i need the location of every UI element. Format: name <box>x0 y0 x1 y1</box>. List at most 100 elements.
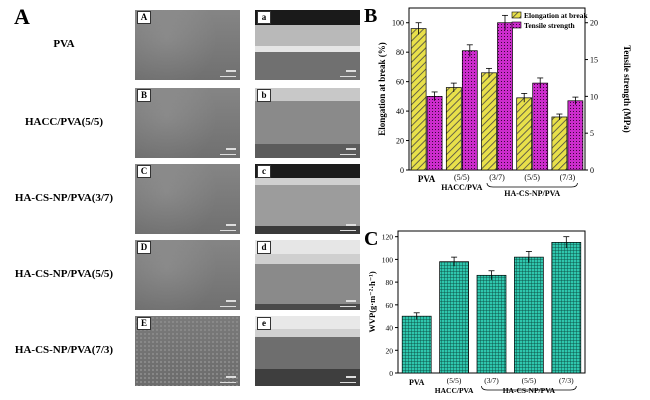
y-tick-label: 0 <box>389 369 393 378</box>
scale-bar <box>340 70 356 77</box>
group-label-hacc: HACC/PVA <box>441 183 482 192</box>
cross-section-layer <box>255 240 360 254</box>
left-tick-label: 0 <box>400 166 404 175</box>
bar-tensile <box>532 82 549 171</box>
bar-wvp <box>551 242 582 374</box>
right-tick-label: 10 <box>590 92 598 101</box>
scale-bar <box>220 148 236 155</box>
cross-section-sem-image: b <box>255 88 360 158</box>
panel-c-chart: C 0 20 40 60 80 100 120 WVP(g·m⁻²·h⁻¹) PVA (5/5) (3… <box>364 228 586 395</box>
cross-section-layer <box>255 254 360 264</box>
left-tick-label: 60 <box>396 78 404 87</box>
left-tick-label: 100 <box>392 19 404 28</box>
cross-section-layer <box>255 144 360 158</box>
bar-elongation <box>516 97 533 171</box>
legend-swatch-tensile <box>511 21 522 29</box>
category-label: PVA <box>409 378 425 387</box>
bar-wvp <box>401 315 432 374</box>
legend-label-tensile: Tensile strength <box>524 21 575 30</box>
y-tick-label: 120 <box>382 233 394 242</box>
cross-section-image-tag: a <box>257 11 271 24</box>
bar-tensile <box>461 50 478 171</box>
cross-section-image-tag: c <box>257 165 271 178</box>
group-label-hacs: HA-CS-NP/PVA <box>504 189 560 198</box>
bar-wvp <box>514 256 544 374</box>
sample-label: HA-CS-NP/PVA(5/5) <box>14 268 114 280</box>
group-label-hacs: HA-CS-NP/PVA <box>503 386 556 395</box>
scale-bar <box>220 300 236 307</box>
legend-label-elongation: Elongation at break <box>524 11 588 20</box>
cross-section-layer <box>255 100 360 144</box>
surface-sem-image: A <box>135 10 240 80</box>
left-tick-label: 20 <box>396 137 404 146</box>
group-label-hacc: HACC/PVA <box>435 386 474 395</box>
right-tick-label: 0 <box>590 166 594 175</box>
group-bracket <box>486 182 578 188</box>
sample-label: HA-CS-NP/PVA(7/3) <box>14 344 114 356</box>
cross-section-layer <box>255 225 360 234</box>
bar-wvp <box>439 261 469 374</box>
y-tick-label: 60 <box>386 301 394 310</box>
cross-section-layer <box>255 52 360 80</box>
bar-tensile <box>426 96 443 171</box>
y-tick-label: 20 <box>386 346 394 355</box>
panel-a-letter: A <box>14 4 30 29</box>
scale-bar <box>340 300 356 307</box>
surface-image-tag: C <box>137 165 151 178</box>
y-axis-title: WVP(g·m⁻²·h⁻¹) <box>367 271 377 332</box>
sample-label: HA-CS-NP/PVA(3/7) <box>14 192 114 204</box>
category-label: (5/5) <box>522 376 537 385</box>
cross-section-layer <box>255 304 360 310</box>
cross-section-layer <box>255 263 360 305</box>
category-label: (7/3) <box>560 173 576 182</box>
bar-elongation <box>481 72 497 171</box>
cross-section-sem-image: a <box>255 10 360 80</box>
category-label: (7/3) <box>559 376 574 385</box>
category-label: (3/7) <box>484 376 499 385</box>
bar-wvp <box>476 274 507 374</box>
scale-bar <box>220 224 236 231</box>
cross-section-layer <box>255 164 360 178</box>
surface-image-tag: A <box>137 11 151 24</box>
cross-section-image-tag: d <box>257 241 271 254</box>
bar-elongation <box>410 28 427 171</box>
surface-sem-image: D <box>135 240 240 310</box>
y-tick-label: 40 <box>386 324 394 333</box>
right-tick-label: 15 <box>590 56 598 65</box>
bar-elongation <box>551 116 568 171</box>
category-label: (5/5) <box>454 173 470 182</box>
left-axis-title: Elongation at break (%) <box>377 42 387 136</box>
cross-section-image-tag: e <box>257 317 271 330</box>
right-tick-label: 20 <box>590 19 598 28</box>
category-label: (3/7) <box>489 173 505 182</box>
category-label: PVA <box>418 174 436 184</box>
category-label: (5/5) <box>524 173 540 182</box>
cross-section-layer <box>255 337 360 370</box>
surface-image-tag: E <box>137 317 151 330</box>
left-tick-label: 80 <box>396 48 404 57</box>
sample-label: PVA <box>53 38 75 50</box>
cross-section-layer <box>255 178 360 185</box>
plot-frame <box>408 7 586 171</box>
legend-swatch-elongation <box>511 11 522 19</box>
panel-b-letter: B <box>364 5 377 27</box>
group-bracket <box>481 385 577 391</box>
bar-elongation <box>445 87 462 171</box>
cross-section-layer <box>255 25 360 47</box>
scale-bar <box>340 148 356 155</box>
cross-section-sem-image: e <box>255 316 360 386</box>
cross-section-layer <box>255 185 360 226</box>
right-tick-label: 5 <box>590 129 594 138</box>
left-tick-label: 40 <box>396 107 404 116</box>
cross-section-layer <box>255 369 360 386</box>
surface-sem-image: C <box>135 164 240 234</box>
scale-bar <box>220 376 236 383</box>
cross-section-layer <box>255 10 360 26</box>
scale-bar <box>340 224 356 231</box>
cross-section-sem-image: d <box>255 240 360 310</box>
cross-section-sem-image: c <box>255 164 360 234</box>
scale-bar <box>340 376 356 383</box>
panel-c-letter: C <box>364 228 378 250</box>
surface-image-tag: D <box>137 241 151 254</box>
